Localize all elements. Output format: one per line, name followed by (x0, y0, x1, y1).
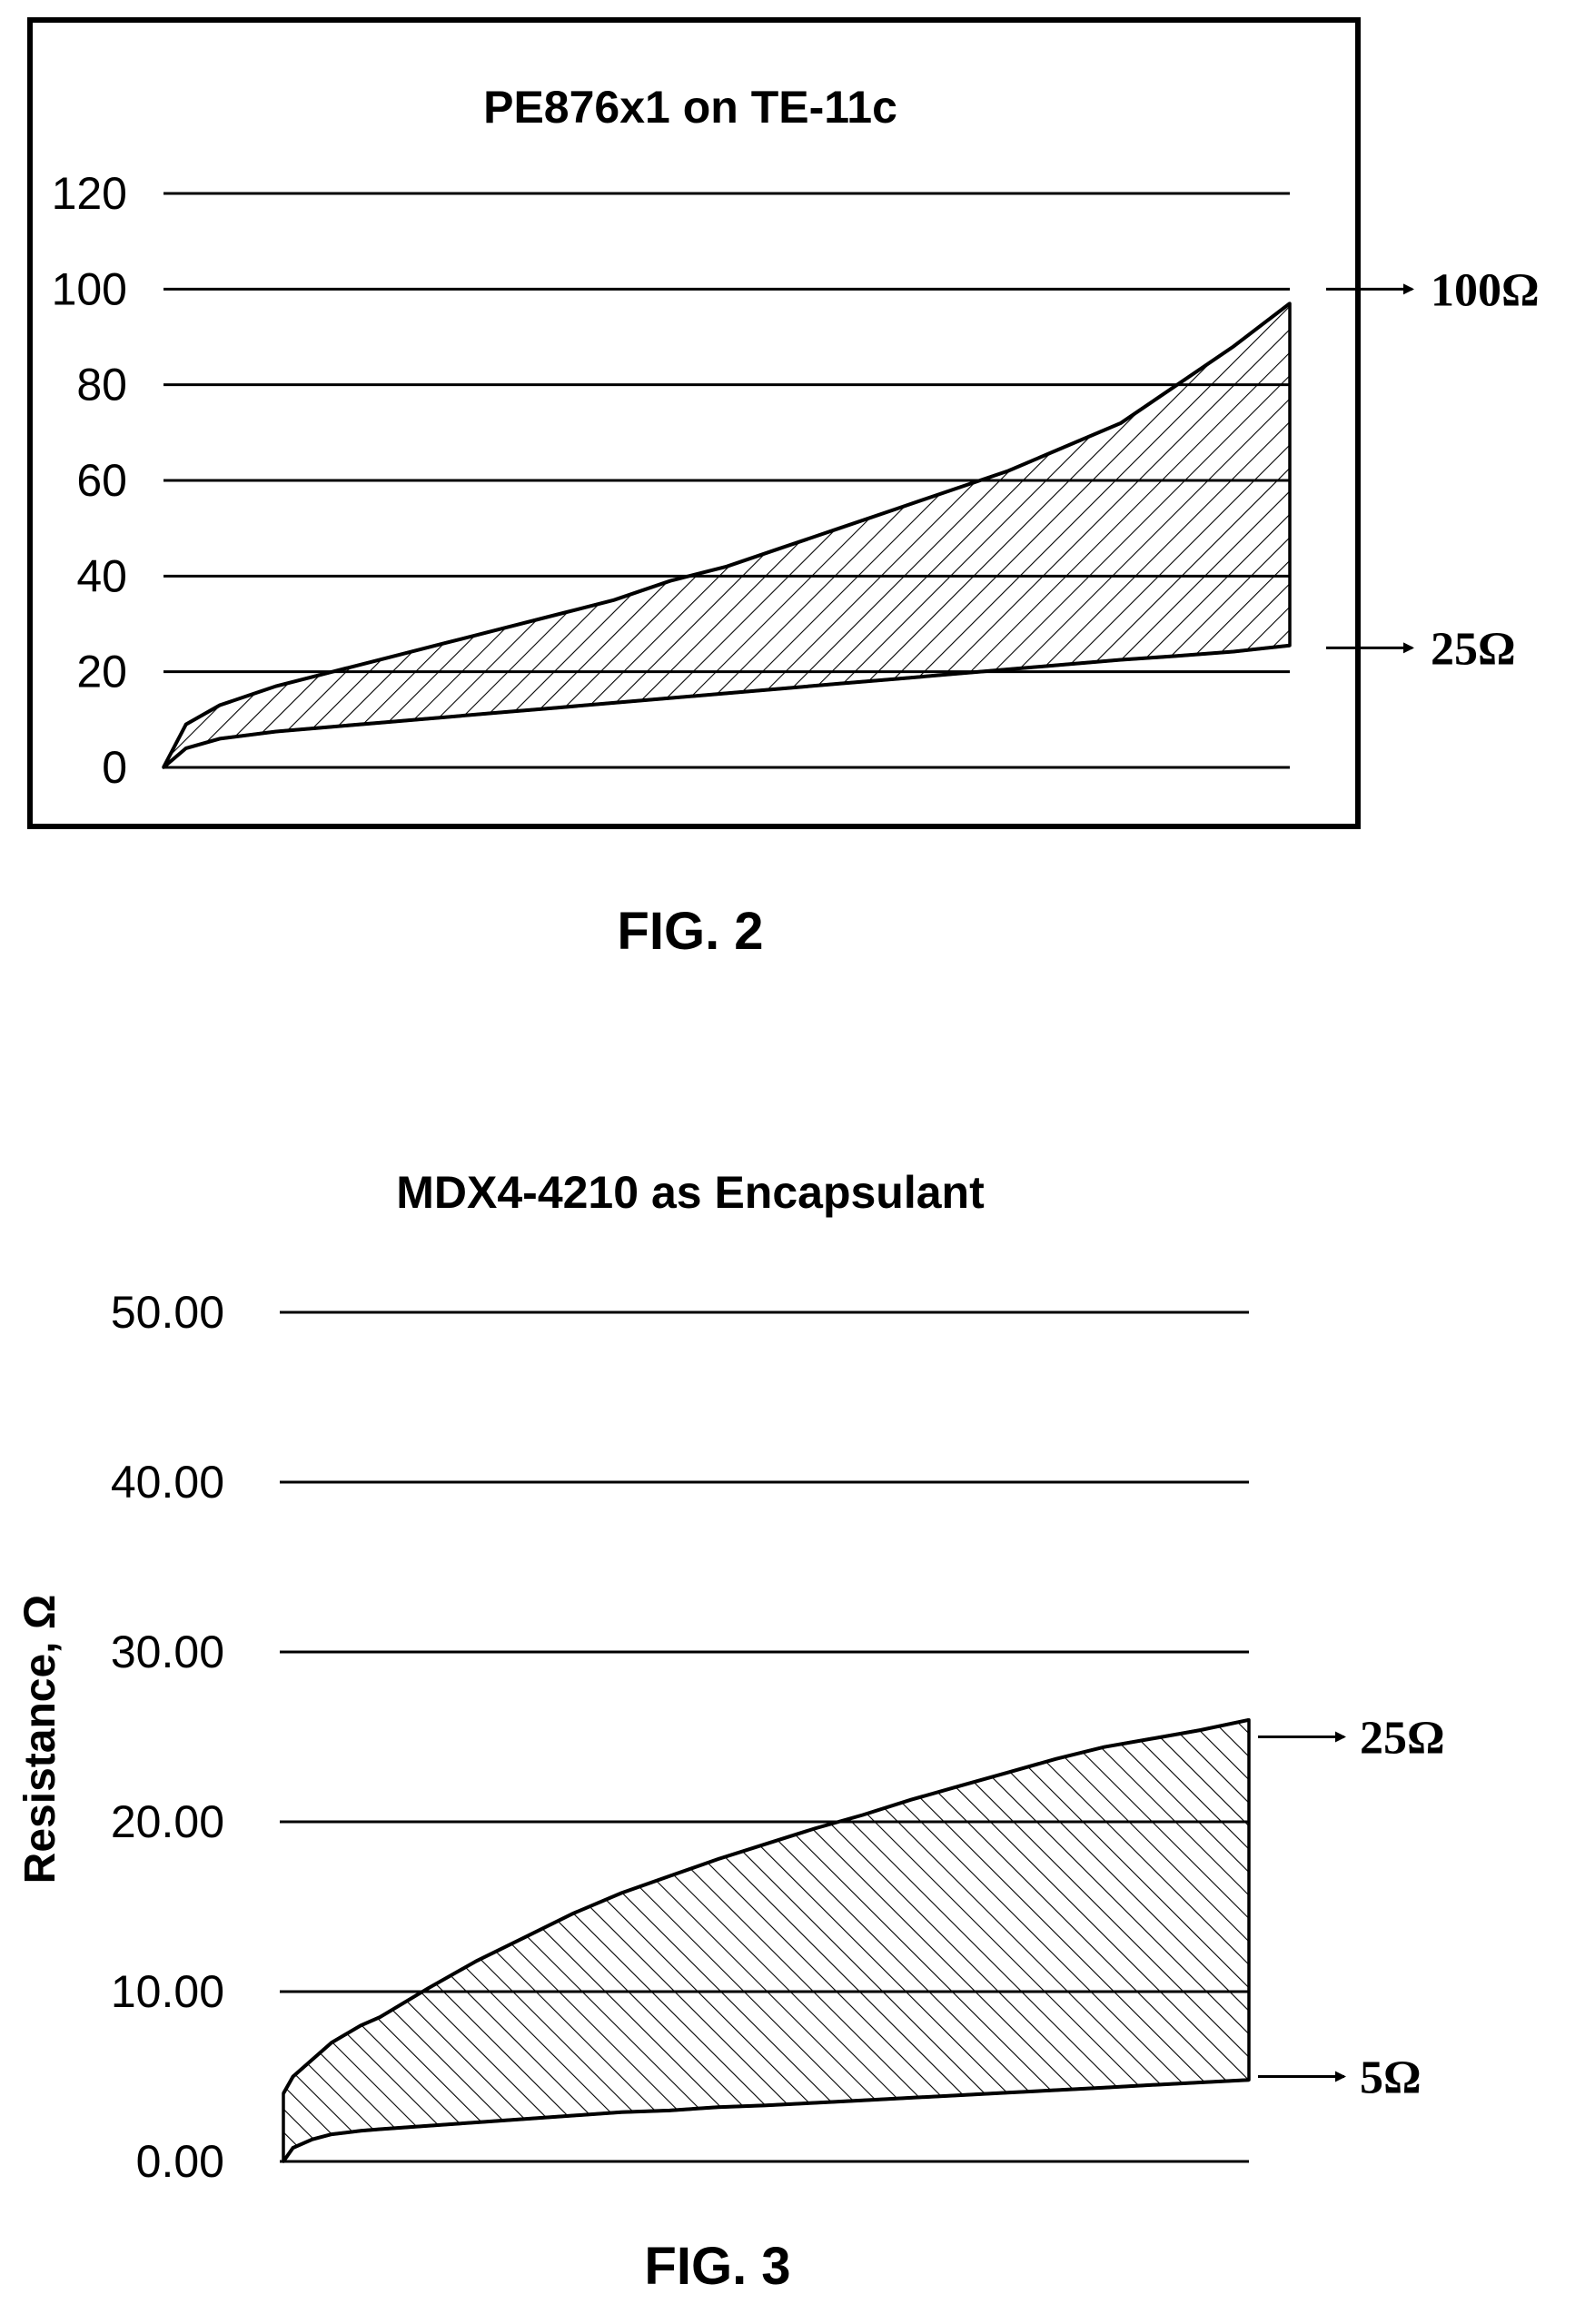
y-axis-label: Resistance, Ω (16, 1595, 64, 1884)
marker-label: 25Ω (1431, 623, 1516, 675)
figure-caption: FIG. 2 (617, 902, 763, 961)
chart-frame (27, 17, 1361, 829)
hatched-area (282, 1718, 1251, 2163)
y-tick-label: 50.00 (111, 1287, 224, 1338)
y-tick-label: 0 (102, 742, 127, 793)
chart-title: PE876x1 on TE-11c (483, 82, 897, 133)
chart-fig2: PE876x1 on TE-11c 0 20 40 60 80 100 120 100Ω 25… (27, 17, 1540, 829)
y-tick-label: 40.00 (111, 1457, 224, 1508)
chart-title: MDX4-4210 as Encapsulant (396, 1167, 985, 1218)
series-line-upper (162, 302, 1292, 768)
y-tick-label: 10.00 (111, 1966, 224, 2017)
y-tick-label: 100 (52, 263, 127, 314)
y-tick-label: 20 (76, 647, 127, 697)
value-markers: 100Ω 25Ω (1326, 264, 1540, 675)
y-tick-labels: 0.00 10.00 20.00 30.00 40.00 50.00 (111, 1287, 224, 2187)
series-line-lower (282, 2078, 1250, 2163)
value-markers: 25Ω 5Ω (1258, 1713, 1445, 2104)
y-tick-label: 60 (76, 455, 127, 506)
y-tick-label: 20.00 (111, 1796, 224, 1847)
y-tick-label: 80 (76, 360, 127, 410)
marker-label: 5Ω (1360, 2052, 1422, 2104)
figure-caption: FIG. 3 (644, 2237, 790, 2296)
hatched-area (162, 302, 1292, 769)
marker-label: 25Ω (1360, 1713, 1445, 1765)
y-tick-label: 0.00 (136, 2136, 224, 2187)
y-tick-label: 30.00 (111, 1627, 224, 1677)
series-line-upper (282, 1717, 1250, 2095)
series-line-lower (162, 643, 1291, 769)
y-tick-label: 120 (52, 168, 127, 219)
y-tick-label: 40 (76, 550, 127, 601)
marker-label: 100Ω (1431, 264, 1540, 316)
chart-fig3: MDX4-4210 as Encapsulant Resistance, Ω 0… (16, 1167, 1445, 2187)
y-tick-labels: 0 20 40 60 80 100 120 (52, 168, 127, 793)
